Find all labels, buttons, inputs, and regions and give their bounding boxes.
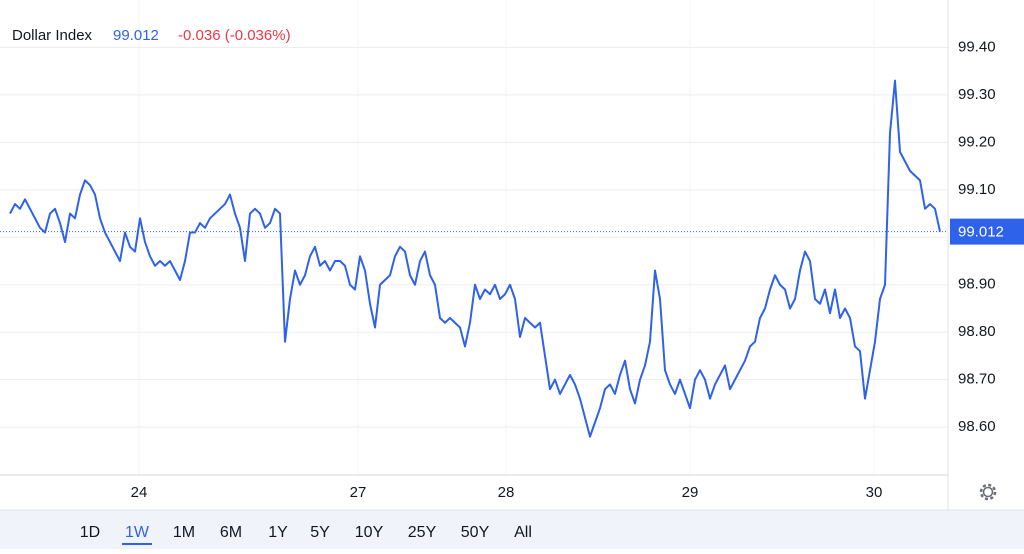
gear-teeth	[979, 483, 997, 501]
y-tick-label: 98.80	[958, 323, 996, 340]
x-tick-label: 24	[131, 484, 148, 501]
x-tick-label: 29	[682, 484, 699, 501]
range-button[interactable]: 1D	[80, 524, 100, 541]
chart-title: Dollar Index	[12, 27, 93, 44]
y-tick-label: 99.10	[958, 181, 996, 198]
range-button[interactable]: 25Y	[408, 524, 437, 541]
y-tick-label: 99.40	[958, 38, 996, 55]
range-button[interactable]: 1Y	[268, 524, 288, 541]
y-tick-label: 98.70	[958, 371, 996, 388]
x-tick-label: 27	[350, 484, 367, 501]
header-price: 99.012	[113, 27, 159, 44]
x-tick-label: 28	[498, 484, 515, 501]
x-tick-label: 30	[866, 484, 883, 501]
range-button[interactable]: 5Y	[310, 524, 330, 541]
y-tick-label: 99.20	[958, 133, 996, 150]
range-button[interactable]: 10Y	[355, 524, 384, 541]
range-button[interactable]: 6M	[220, 524, 242, 541]
range-button[interactable]: 1W	[125, 524, 150, 541]
range-button[interactable]: 1M	[173, 524, 195, 541]
last-value-label: 99.012	[958, 224, 1004, 241]
gear-body	[982, 486, 994, 498]
y-tick-label: 99.30	[958, 86, 996, 103]
range-button[interactable]: All	[514, 524, 532, 541]
price-line	[9, 79, 941, 438]
settings-icon[interactable]	[979, 483, 997, 501]
range-bar	[0, 510, 1024, 549]
last-value-badge	[950, 218, 1024, 245]
y-tick-label: 98.90	[958, 276, 996, 293]
y-tick-label: 98.60	[958, 418, 996, 435]
header-change: -0.036 (-0.036%)	[178, 27, 291, 44]
range-button[interactable]: 50Y	[461, 524, 490, 541]
